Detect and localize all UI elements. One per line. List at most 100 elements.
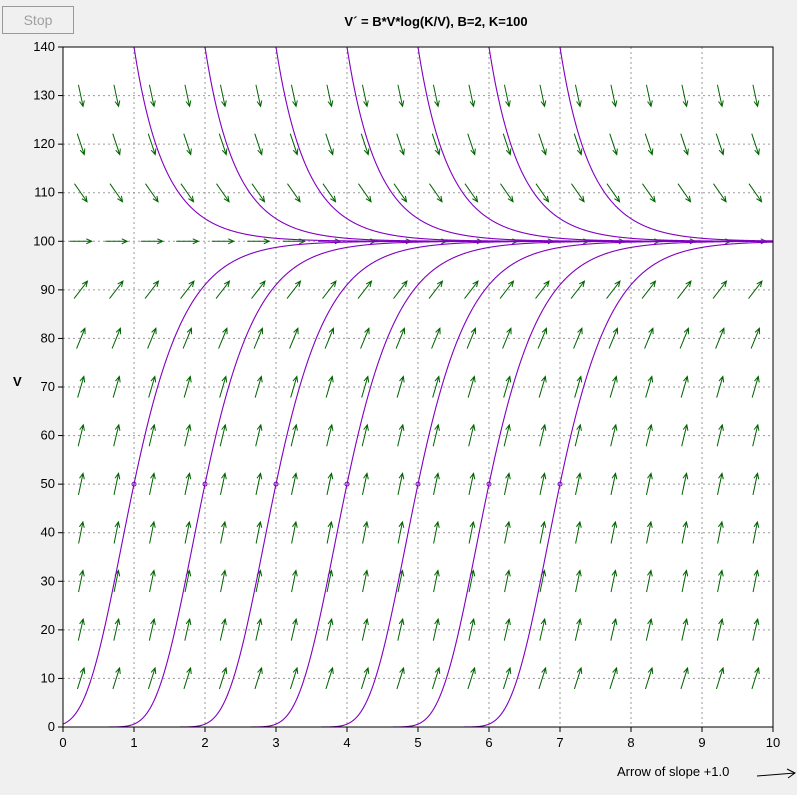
slope-arrow: [287, 183, 301, 203]
slope-arrow: [184, 84, 192, 108]
slope-arrow: [326, 520, 334, 544]
slope-arrow: [752, 84, 760, 108]
slope-arrow: [326, 472, 334, 496]
slope-arrow: [215, 280, 231, 299]
slope-arrow: [113, 617, 121, 641]
slope-arrow: [679, 327, 690, 349]
solution-curve: [488, 46, 773, 242]
initial-point: [131, 481, 137, 487]
slope-arrow: [433, 569, 440, 593]
slope-arrow: [468, 84, 476, 108]
slope-arrow: [184, 520, 192, 544]
y-tick-label: 80: [41, 330, 55, 345]
slope-arrow: [216, 183, 230, 203]
slope-arrow: [149, 569, 156, 593]
y-tick-label: 140: [33, 39, 55, 54]
slope-arrow: [78, 569, 85, 593]
slope-arrow: [503, 84, 511, 108]
slope-arrow: [397, 520, 405, 544]
x-tick-label: 0: [59, 735, 66, 750]
slope-arrow: [78, 520, 85, 544]
slope-arrow: [76, 666, 86, 690]
slope-arrow: [645, 423, 653, 447]
slope-arrow: [499, 280, 515, 299]
y-axis: 0 10 20 30 40 50 60 70 80 90 100 110 120 130 140: [33, 39, 63, 734]
initial-point: [486, 481, 492, 487]
slope-arrow: [716, 472, 724, 496]
slope-arrow: [574, 472, 582, 496]
y-tick-label: 0: [48, 719, 55, 734]
slope-arrow: [752, 617, 760, 641]
x-tick-label: 8: [627, 735, 634, 750]
slope-arrow: [254, 133, 263, 156]
slope-arrow: [362, 520, 369, 544]
slope-arrow: [360, 133, 370, 156]
slope-arrow: [610, 84, 618, 108]
slope-arrow: [574, 375, 583, 398]
y-tick-label: 100: [33, 233, 55, 248]
slope-arrow: [254, 375, 263, 398]
slope-arrow: [322, 280, 337, 299]
slope-arrow: [712, 280, 728, 299]
slope-arrow: [713, 183, 727, 203]
slope-arrow: [361, 375, 370, 398]
stop-button[interactable]: Stop: [2, 6, 74, 34]
slope-arrow: [251, 280, 266, 299]
slope-arrow: [502, 133, 512, 156]
slope-arrow: [646, 569, 653, 593]
slope-arrow: [680, 133, 689, 156]
slope-arrow: [503, 423, 511, 447]
slope-arrow: [502, 666, 512, 690]
slope-arrow: [464, 280, 479, 299]
y-tick-label: 90: [41, 282, 55, 297]
slope-arrow: [220, 520, 227, 544]
slope-arrow: [681, 569, 689, 593]
slope-arrow: [432, 617, 440, 641]
slope-arrow: [538, 133, 547, 156]
slope-arrow: [112, 133, 121, 156]
slope-arrow: [219, 84, 227, 108]
slope-arrow: [644, 327, 654, 349]
slope-arrow: [218, 327, 228, 349]
initial-point: [344, 481, 350, 487]
slope-arrow: [77, 375, 86, 398]
slope-arrow: [109, 183, 124, 203]
slope-arrow: [255, 423, 263, 447]
slope-arrow: [74, 183, 88, 203]
slope-arrow: [77, 423, 85, 447]
slope-arrow: [535, 280, 550, 299]
slope-arrow: [145, 183, 159, 203]
y-tick-label: 60: [41, 428, 55, 443]
slope-arrow: [503, 375, 512, 398]
slope-arrow: [502, 327, 512, 349]
initial-point: [273, 481, 279, 487]
slope-arrow: [574, 423, 582, 447]
slope-arrow: [716, 617, 724, 641]
slope-arrow: [180, 280, 195, 299]
slope-arrow: [180, 183, 195, 203]
slope-arrow: [361, 423, 369, 447]
slope-arrow: [571, 183, 585, 203]
slope-arrow: [397, 84, 405, 108]
slope-arrow: [432, 84, 440, 108]
slope-arrow: [645, 84, 653, 108]
slope-arrow: [539, 472, 547, 496]
slope-arrow: [183, 133, 192, 156]
slope-arrow: [680, 375, 689, 398]
slope-arrow: [326, 617, 334, 641]
slope-arrow: [112, 666, 121, 690]
slope-arrow: [255, 617, 263, 641]
x-tick-label: 7: [556, 735, 563, 750]
slope-arrow: [538, 666, 547, 690]
slope-arrow: [112, 375, 121, 398]
slope-arrow: [677, 183, 692, 203]
initial-point: [557, 481, 563, 487]
slope-arrow: [396, 375, 405, 398]
slope-arrow: [539, 520, 547, 544]
slope-arrow: [393, 280, 408, 299]
slope-arrow: [148, 423, 156, 447]
slope-arrow: [466, 327, 477, 349]
slope-arrow: [500, 183, 514, 203]
slope-arrow: [211, 238, 235, 245]
x-axis: 0 1 2 3 4 5 6 7 8 9 10: [59, 727, 780, 750]
